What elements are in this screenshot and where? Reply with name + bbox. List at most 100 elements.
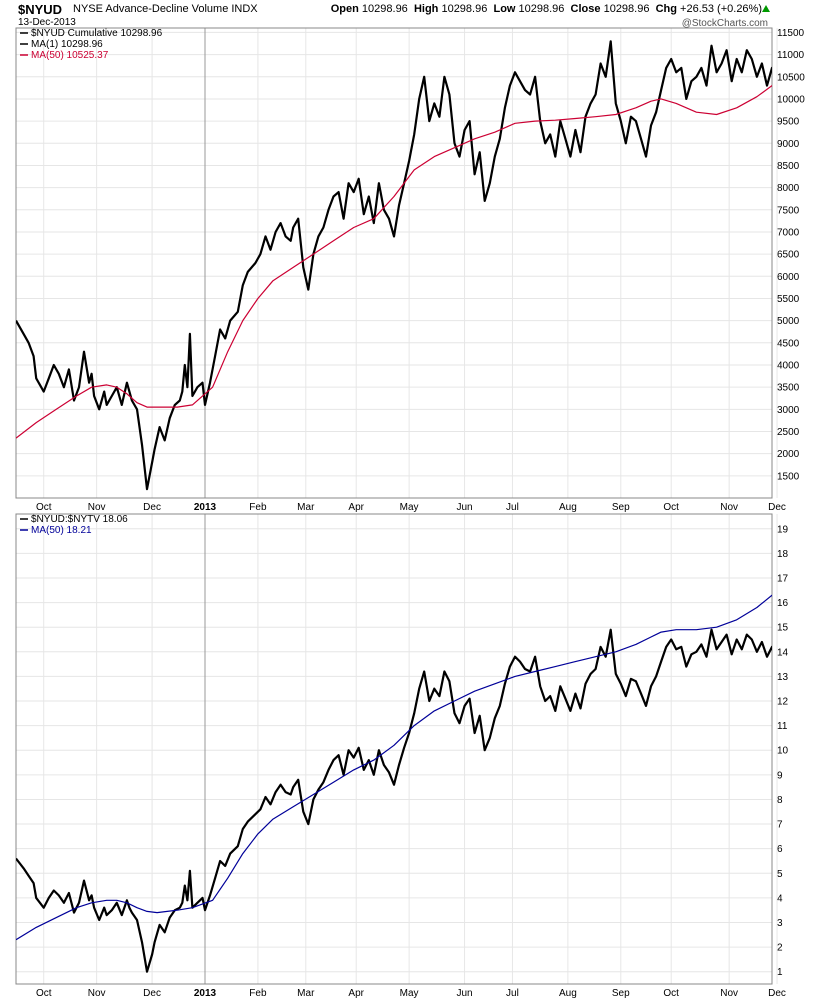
x-tick-label: Dec xyxy=(143,502,161,513)
legend-entry: MA(50) 10525.37 xyxy=(31,50,109,61)
y-tick-label: 3500 xyxy=(777,383,800,394)
y-tick-label: 8 xyxy=(777,795,783,806)
x-tick-label: May xyxy=(400,988,419,999)
y-tick-label: 1500 xyxy=(777,471,800,482)
series-group xyxy=(16,40,772,491)
series-group xyxy=(16,594,772,973)
x-tick-label: Sep xyxy=(612,988,630,999)
y-tick-label: 4 xyxy=(777,893,783,904)
y-tick-label: 4500 xyxy=(777,338,800,349)
x-tick-label: Mar xyxy=(297,502,315,513)
symbol-name: NYSE Advance-Decline Volume INDX xyxy=(73,3,258,15)
y-tick-label: 2 xyxy=(777,943,783,954)
open-label: Open xyxy=(330,3,359,15)
legend-entry: $NYUD:$NYTV 18.06 xyxy=(31,514,128,525)
x-tick-label: Nov xyxy=(88,502,106,513)
y-tick-label: 9500 xyxy=(777,117,800,128)
x-tick-label: Jul xyxy=(506,502,519,513)
y-tick-label: 9 xyxy=(777,770,783,781)
close-value: 10298.96 xyxy=(603,3,650,15)
y-tick-label: 17 xyxy=(777,573,789,584)
y-tick-label: 11 xyxy=(777,721,788,732)
x-tick-label: Oct xyxy=(663,988,679,999)
y-tick-label: 11500 xyxy=(777,28,805,39)
low-label: Low xyxy=(493,3,516,15)
chg-value: +26.53 (+0.26%) xyxy=(680,3,762,15)
ohlc-readout: Open 10298.96 High 10298.96 Low 10298.96… xyxy=(331,3,762,15)
legend-entry: $NYUD Cumulative 10298.96 xyxy=(31,28,163,39)
price-panel: 1500 2000 2500 3000 3500 4000 4500 5000 5500 6000… xyxy=(15,27,805,513)
symbol: $NYUD xyxy=(18,2,63,17)
x-tick-label: Dec xyxy=(143,988,161,999)
series-line-0 xyxy=(16,628,772,973)
y-tick-label: 10500 xyxy=(777,72,805,83)
x-tick-label: Nov xyxy=(720,988,738,999)
y-tick-label: 2000 xyxy=(777,449,800,460)
x-tick-label: 2013 xyxy=(194,502,217,513)
y-tick-label: 14 xyxy=(777,647,789,658)
x-tick-label: 2013 xyxy=(194,988,217,999)
x-tick-label: Aug xyxy=(559,988,577,999)
low-value: 10298.96 xyxy=(518,3,565,15)
x-tick-label: Jun xyxy=(456,988,472,999)
y-tick-label: 5 xyxy=(777,869,783,880)
y-tick-label: 10 xyxy=(777,746,789,757)
high-value: 10298.96 xyxy=(441,3,488,15)
y-tick-label: 5000 xyxy=(777,316,800,327)
x-tick-label: Jul xyxy=(506,988,519,999)
y-tick-label: 1 xyxy=(777,967,783,978)
y-tick-label: 7000 xyxy=(777,227,800,238)
y-tick-label: 6 xyxy=(777,844,783,855)
x-tick-label: Feb xyxy=(249,502,267,513)
series-line-0 xyxy=(16,40,772,491)
x-tick-label: Oct xyxy=(663,502,679,513)
x-tick-label: Oct xyxy=(36,988,52,999)
x-tick-label: May xyxy=(400,502,419,513)
y-tick-label: 7500 xyxy=(777,205,800,216)
plot-border xyxy=(15,27,773,499)
up-arrow-icon xyxy=(762,5,770,12)
x-tick-label: Feb xyxy=(249,988,267,999)
y-tick-label: 16 xyxy=(777,598,789,609)
y-tick-label: 3 xyxy=(777,918,783,929)
open-value: 10298.96 xyxy=(361,3,408,15)
y-tick-label: 15 xyxy=(777,623,789,634)
x-tick-label: Aug xyxy=(559,502,577,513)
chart-header: $NYUD NYSE Advance-Decline Volume INDX 1… xyxy=(0,0,820,30)
series-line-1 xyxy=(16,84,772,439)
legend-entry: MA(50) 18.21 xyxy=(31,525,92,536)
x-tick-label: Jun xyxy=(456,502,472,513)
legend-entry: MA(1) 10298.96 xyxy=(31,39,103,50)
y-tick-label: 12 xyxy=(777,697,789,708)
close-label: Close xyxy=(570,3,601,15)
series-line-1 xyxy=(16,594,772,941)
x-tick-label: Apr xyxy=(348,988,364,999)
x-tick-label: Sep xyxy=(612,502,630,513)
y-tick-label: 9000 xyxy=(777,139,800,150)
y-tick-label: 3000 xyxy=(777,405,800,416)
y-tick-label: 6000 xyxy=(777,272,800,283)
x-tick-label: Oct xyxy=(36,502,52,513)
x-tick-label: Dec xyxy=(768,502,786,513)
y-tick-label: 6500 xyxy=(777,250,800,261)
y-tick-label: 19 xyxy=(777,524,789,535)
x-tick-label: Apr xyxy=(348,502,364,513)
y-tick-label: 8500 xyxy=(777,161,800,172)
x-tick-label: Nov xyxy=(720,502,738,513)
y-tick-label: 2500 xyxy=(777,427,800,438)
y-tick-label: 10000 xyxy=(777,94,805,105)
y-tick-label: 4000 xyxy=(777,360,800,371)
chg-label: Chg xyxy=(655,3,677,15)
x-tick-label: Dec xyxy=(768,988,786,999)
y-tick-label: 5500 xyxy=(777,294,800,305)
chart-date: 13-Dec-2013 xyxy=(18,17,76,28)
y-tick-label: 11000 xyxy=(777,50,805,61)
x-tick-label: Mar xyxy=(297,988,315,999)
y-tick-label: 18 xyxy=(777,549,789,560)
plot-border xyxy=(15,513,773,985)
y-tick-label: 13 xyxy=(777,672,789,683)
y-tick-label: 8000 xyxy=(777,183,800,194)
y-tick-label: 7 xyxy=(777,820,783,831)
